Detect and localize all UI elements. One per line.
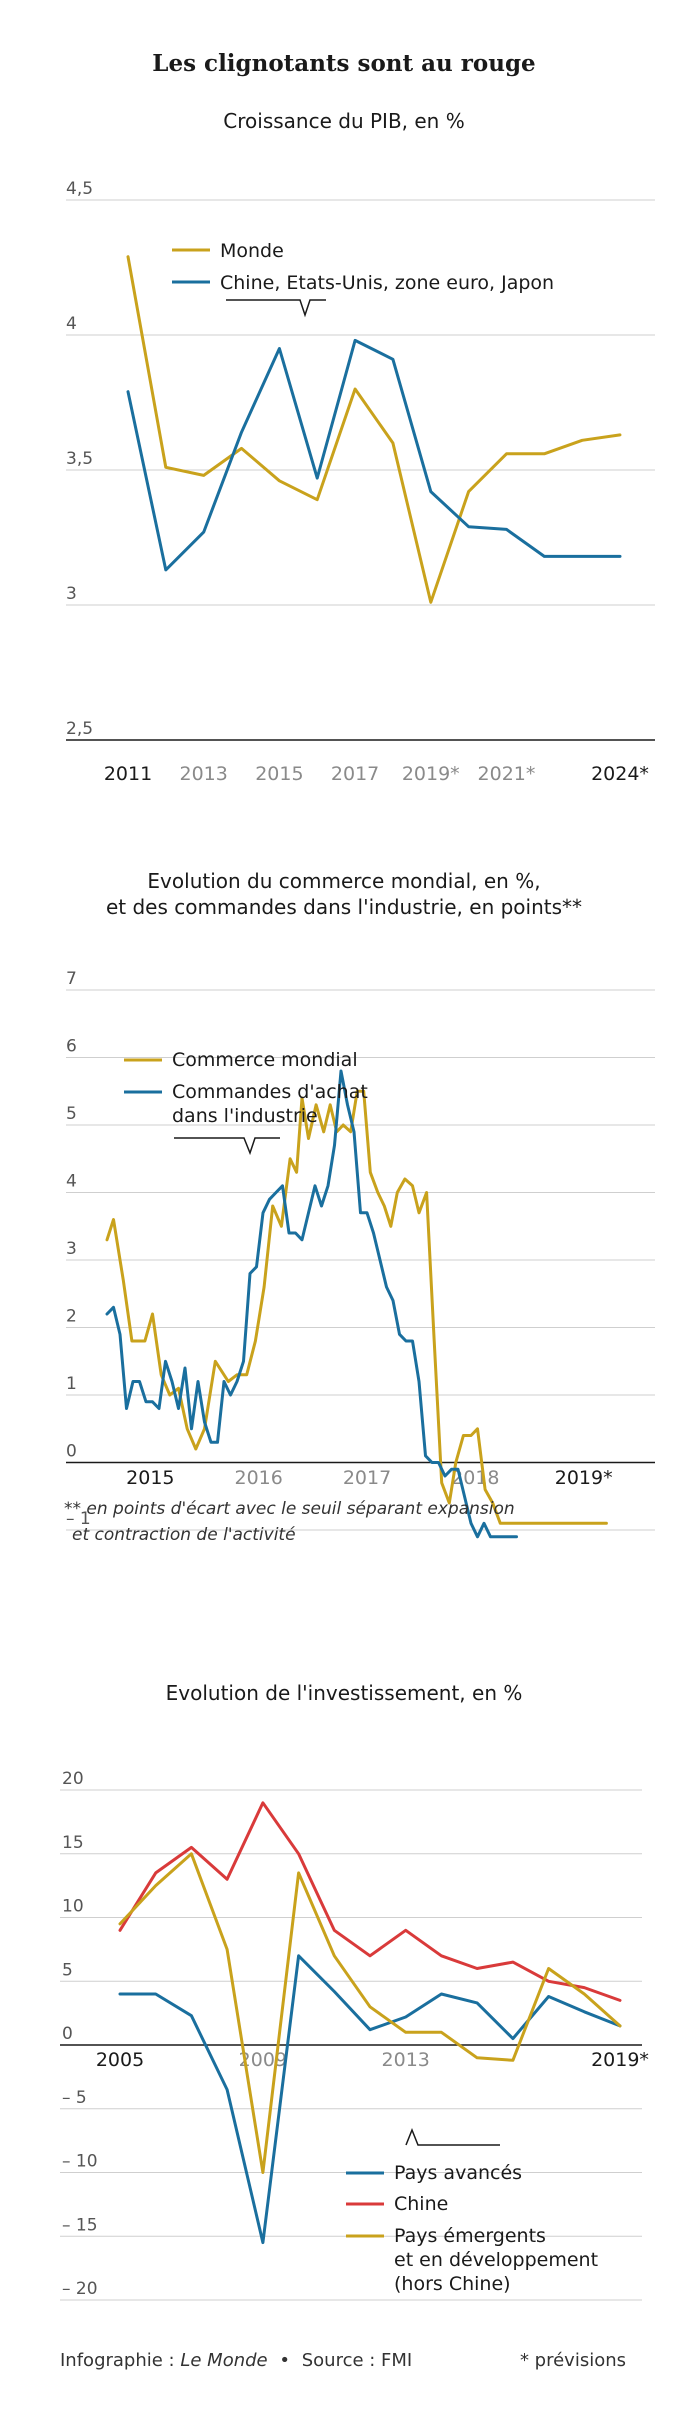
- y-tick-label: 6: [66, 1037, 77, 1057]
- y-tick-label: – 1: [66, 1509, 91, 1529]
- x-tick-label: 2021*: [478, 763, 536, 785]
- y-tick-label: 7: [66, 969, 77, 989]
- footnote: ** en points d'écart avec le seuil sépar…: [64, 1496, 515, 1548]
- forecast-bracket: [405, 2127, 500, 2146]
- y-tick-label: 1: [66, 1374, 77, 1394]
- forecast-bracket: [174, 1137, 280, 1156]
- x-tick-label: 2017: [331, 763, 379, 785]
- legend-label-group: Chine, Etats-Unis, zone euro, Japon: [220, 272, 554, 294]
- y-tick-label: 2: [66, 1307, 77, 1327]
- x-tick-label: 2017: [343, 1467, 391, 1489]
- x-tick-label: 2018: [451, 1467, 499, 1489]
- y-tick-label: 4,5: [66, 179, 93, 199]
- main-title: Les clignotants sont au rouge: [152, 50, 536, 77]
- credit-prefix: Infographie :: [60, 2350, 181, 2371]
- x-tick-label: 2019*: [402, 763, 460, 785]
- x-tick-label: 2013: [180, 763, 228, 785]
- x-tick-label: 2013: [382, 2049, 430, 2071]
- series-line-3: [118, 1852, 622, 2174]
- y-tick-label: 0: [66, 1442, 77, 1462]
- y-tick-label: 3: [66, 584, 77, 604]
- bullet-separator: •: [279, 2350, 290, 2371]
- x-tick-label-bg: [551, 1467, 617, 1489]
- forecast-note: * prévisions: [519, 2350, 626, 2371]
- legend-label-emerging-line3: (hors Chine): [394, 2273, 511, 2295]
- series-line-1: [105, 1089, 608, 1525]
- x-tick-label-bg: [93, 2049, 147, 2071]
- y-tick-label: – 5: [62, 2088, 87, 2108]
- series-line-2: [118, 1801, 622, 2002]
- y-tick-label: 0: [62, 2024, 73, 2044]
- y-tick-label: 4: [66, 314, 77, 334]
- legend-label-orders-line1: Commandes d'achat: [172, 1081, 368, 1103]
- x-tick-label-bg: [340, 1467, 394, 1489]
- y-tick-label: – 15: [62, 2215, 98, 2235]
- y-tick-label: 5: [66, 1104, 77, 1124]
- y-tick-label: 2,5: [66, 719, 93, 739]
- y-tick-label: – 10: [62, 2152, 98, 2172]
- x-tick-label-bg: [378, 2049, 433, 2071]
- x-tick-label: 2019*: [591, 2049, 649, 2071]
- x-tick-label: 2005: [96, 2049, 144, 2071]
- gdp-growth-chart: 2,5 3 3,5 4 4,5 2011 2013 2015 2017 2019* 2021* 202…: [66, 179, 655, 785]
- x-tick-label-bg: [123, 1467, 178, 1489]
- legend-label-emerging-line1: Pays émergents: [394, 2225, 546, 2247]
- forecast-bracket: [226, 299, 326, 318]
- credit-publisher: Le Monde: [180, 2350, 268, 2371]
- series-line-1: [126, 255, 622, 604]
- series-line-2: [126, 338, 622, 572]
- invest-chart-title: Evolution de l'investissement, en %: [165, 1681, 523, 1705]
- series-line-1: [118, 1954, 622, 2245]
- x-tick-label: 2024*: [591, 763, 649, 785]
- gdp-chart-title: Croissance du PIB, en %: [223, 109, 465, 133]
- footnote-line1: ** en points d'écart avec le seuil sépar…: [64, 1499, 515, 1519]
- y-tick-label: 4: [66, 1172, 77, 1192]
- credit: Infographie : Le Monde • Source : FMI: [60, 2350, 412, 2371]
- legend-label-orders-line2: dans l'industrie: [172, 1105, 318, 1127]
- trade-chart: – 1 0 1 2 3 4 5 6 7 2015 2016 2017 2018 2019* Commerce…: [66, 969, 655, 1539]
- x-tick-label-bg: [587, 2049, 653, 2071]
- x-tick-label-bg: [231, 1467, 286, 1489]
- legend-label-monde: Monde: [220, 240, 284, 262]
- x-tick-label: 2011: [104, 763, 152, 785]
- x-tick-label: 2015: [255, 763, 303, 785]
- source: Source : FMI: [301, 2350, 413, 2371]
- legend-label-emerging-line2: et en développement: [394, 2249, 598, 2271]
- trade-chart-title-line2: et des commandes dans l'industrie, en po…: [105, 895, 583, 919]
- y-tick-label: – 20: [62, 2279, 98, 2299]
- y-tick-label: 10: [62, 1897, 84, 1917]
- y-tick-label: 3: [66, 1239, 77, 1259]
- trade-chart-title: Evolution du commerce mondial, en %, et …: [0, 868, 688, 920]
- y-tick-label: 5: [62, 1960, 73, 1980]
- legend-label-trade: Commerce mondial: [172, 1049, 358, 1071]
- series-line-2: [105, 1069, 518, 1539]
- y-tick-label: 3,5: [66, 449, 93, 469]
- y-tick-label: 15: [62, 1833, 84, 1853]
- x-tick-label: 2015: [126, 1467, 174, 1489]
- x-tick-label: 2019*: [555, 1467, 613, 1489]
- x-tick-label: 2016: [234, 1467, 282, 1489]
- footnote-line2: et contraction de l'activité: [72, 1525, 296, 1545]
- legend-label-china: Chine: [394, 2193, 448, 2215]
- y-tick-label: 20: [62, 1769, 84, 1789]
- trade-chart-title-line1: Evolution du commerce mondial, en %,: [147, 869, 541, 893]
- legend-label-advanced: Pays avancés: [394, 2162, 522, 2184]
